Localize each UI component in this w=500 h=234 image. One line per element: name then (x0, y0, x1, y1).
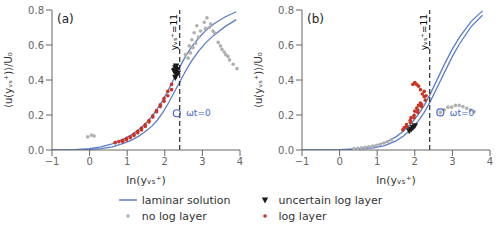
svg-text:ln(yᵥₛ⁺): ln(yᵥₛ⁺) (376, 174, 416, 186)
svg-text:yᵥₛ⁺=11: yᵥₛ⁺=11 (419, 14, 429, 50)
svg-text:yᵥₛ⁺=11: yᵥₛ⁺=11 (169, 14, 179, 50)
svg-text:1: 1 (374, 156, 380, 167)
svg-text:3: 3 (199, 156, 205, 167)
svg-text:ln(yᵥₛ⁺): ln(yᵥₛ⁺) (126, 174, 166, 186)
svg-text:0: 0 (336, 156, 342, 167)
svg-text:0.6: 0.6 (278, 40, 294, 51)
svg-text:0.4: 0.4 (28, 75, 44, 86)
svg-text:⟨u(yᵥₛ⁺)⟩/U₀: ⟨u(yᵥₛ⁺)⟩/U₀ (253, 52, 264, 108)
html-text:uncertain log layer: uncertain log layer (278, 193, 383, 207)
svg-text:−1: −1 (295, 156, 310, 167)
svg-text:0.8: 0.8 (278, 5, 294, 16)
svg-text:0.8: 0.8 (28, 5, 44, 16)
html-text:no log layer: no log layer (141, 209, 207, 223)
svg-text:0.2: 0.2 (278, 110, 294, 121)
svg-text:0.0: 0.0 (278, 145, 294, 156)
svg-text:4: 4 (237, 156, 243, 167)
html-text:log layer: log layer (278, 209, 327, 223)
svg-text:0.2: 0.2 (28, 110, 44, 121)
svg-text:3: 3 (449, 156, 455, 167)
svg-text:2: 2 (412, 156, 418, 167)
html-text:(b): (b) (307, 12, 324, 26)
svg-text:ωt=0: ωt=0 (450, 108, 475, 118)
html-text:laminar solution: laminar solution (141, 193, 231, 207)
svg-text:−1: −1 (45, 156, 60, 167)
html-text:(a): (a) (57, 12, 74, 26)
svg-text:2: 2 (162, 156, 168, 167)
svg-text:0: 0 (86, 156, 92, 167)
svg-text:ωt=0: ωt=0 (186, 108, 211, 118)
svg-text:⟨u(yᵥₛ⁺)⟩/U₀: ⟨u(yᵥₛ⁺)⟩/U₀ (8, 52, 14, 108)
svg-text:0.6: 0.6 (28, 40, 44, 51)
svg-text:4: 4 (487, 156, 492, 167)
svg-text:0.0: 0.0 (28, 145, 44, 156)
svg-text:1: 1 (124, 156, 130, 167)
svg-text:0.4: 0.4 (278, 75, 294, 86)
